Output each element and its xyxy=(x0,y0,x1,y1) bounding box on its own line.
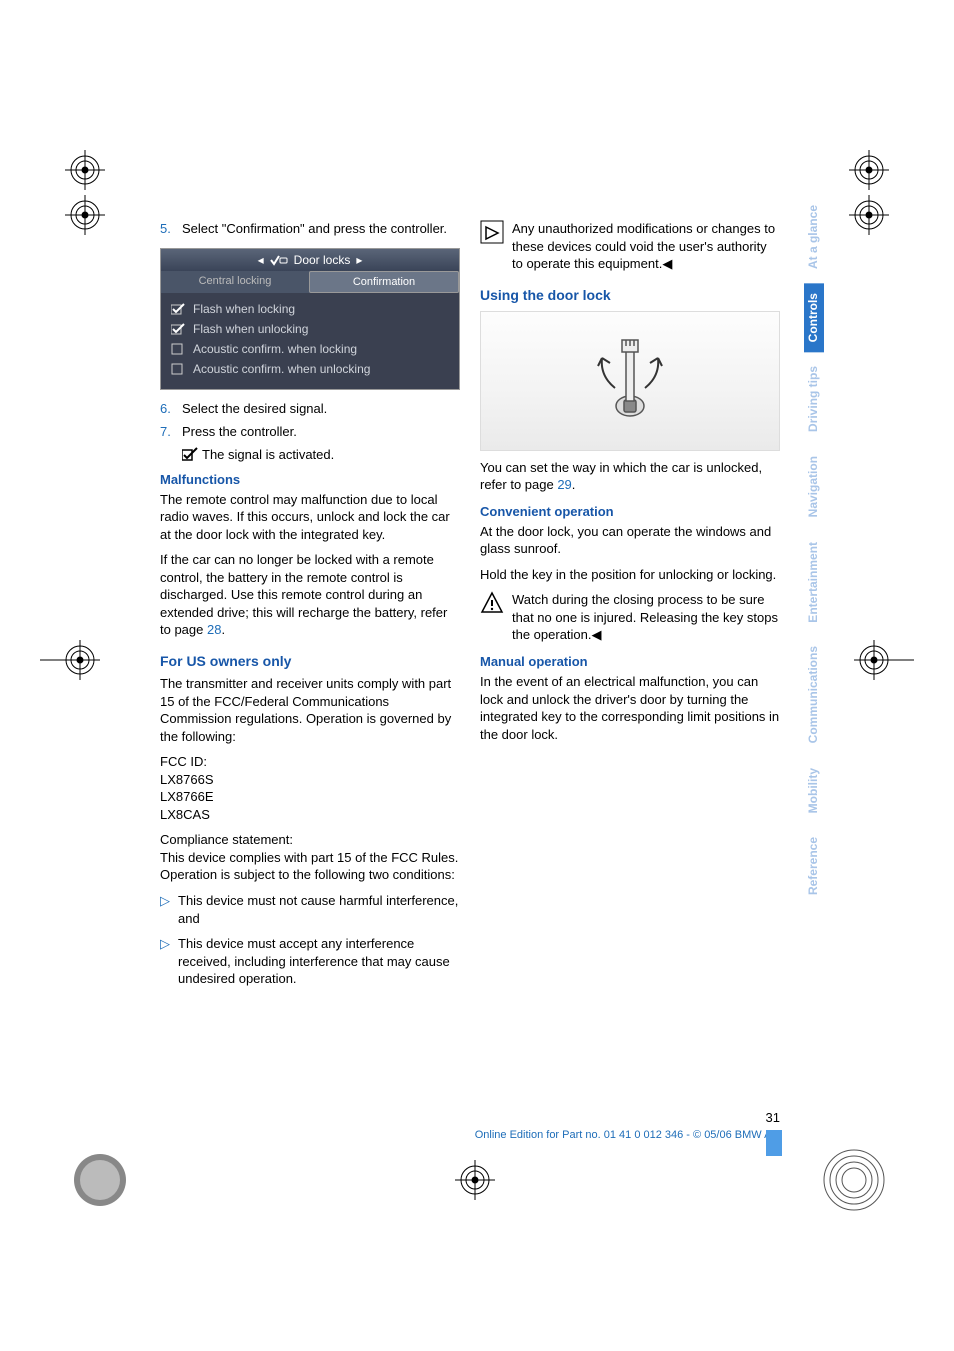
warning-triangle-icon xyxy=(480,591,504,615)
door-lock-heading: Using the door lock xyxy=(480,287,780,303)
option-acoustic-locking[interactable]: Acoustic confirm. when locking xyxy=(171,339,449,359)
option-flash-unlocking[interactable]: Flash when unlocking xyxy=(171,319,449,339)
checkbox-unchecked-icon xyxy=(171,343,185,355)
step-number: 6. xyxy=(160,400,182,418)
compliance-label: Compliance statement: xyxy=(160,832,293,847)
checkbox-checked-icon xyxy=(182,447,198,461)
checkbox-checked-icon xyxy=(171,323,185,335)
arrow-right-icon: ▸ xyxy=(356,253,362,267)
crop-mark-bl xyxy=(70,1150,130,1210)
section-tabs-rail: At a glance Controls Driving tips Naviga… xyxy=(804,195,824,909)
option-label: Flash when unlocking xyxy=(193,322,308,336)
option-label: Acoustic confirm. when locking xyxy=(193,342,357,356)
convenient-p1: At the door lock, you can operate the wi… xyxy=(480,523,780,558)
malfunctions-heading: Malfunctions xyxy=(160,472,460,487)
doorlock-p1: You can set the way in which the car is … xyxy=(480,459,780,494)
idrive-screenshot: ◂ Door locks ▸ Central locking Confirmat… xyxy=(160,248,460,390)
manual-heading: Manual operation xyxy=(480,654,780,669)
step-text: Press the controller. xyxy=(182,423,297,441)
step-number: 5. xyxy=(160,220,182,238)
notice-text: Any unauthorized modifications or change… xyxy=(512,220,780,273)
screenshot-titlebar: ◂ Door locks ▸ xyxy=(161,249,459,271)
rail-tab-communications[interactable]: Communications xyxy=(804,636,824,753)
car-check-icon xyxy=(270,254,288,266)
crop-mark-tl xyxy=(65,150,105,190)
page-edge-marker xyxy=(766,1130,782,1156)
screenshot-options-list: Flash when locking Flash when unlocking … xyxy=(161,293,459,389)
step-5: 5. Select "Confirmation" and press the c… xyxy=(160,220,460,238)
step-text: Select the desired signal. xyxy=(182,400,327,418)
option-flash-locking[interactable]: Flash when locking xyxy=(171,299,449,319)
fcc-id: LX8766E xyxy=(160,789,214,804)
triangle-bullet-icon: ▷ xyxy=(160,892,178,927)
compliance-text: This device complies with part 15 of the… xyxy=(160,850,458,883)
tab-central-locking[interactable]: Central locking xyxy=(161,271,309,293)
text-span: If the car can no longer be locked with … xyxy=(160,552,447,637)
condition-text: This device must not cause harmful inter… xyxy=(178,892,460,927)
step-text: Select "Confirmation" and press the cont… xyxy=(182,220,447,238)
rail-tab-at-a-glance[interactable]: At a glance xyxy=(804,195,824,279)
rail-tab-driving-tips[interactable]: Driving tips xyxy=(804,356,824,442)
option-acoustic-unlocking[interactable]: Acoustic confirm. when unlocking xyxy=(171,359,449,379)
rail-tab-mobility[interactable]: Mobility xyxy=(804,758,824,823)
page-number: 31 xyxy=(160,1110,780,1125)
step-6: 6. Select the desired signal. xyxy=(160,400,460,418)
compliance-block: Compliance statement: This device compli… xyxy=(160,831,460,884)
us-p1: The transmitter and receiver units compl… xyxy=(160,675,460,745)
arrow-left-icon: ◂ xyxy=(258,253,264,267)
manual-p1: In the event of an electrical malfunctio… xyxy=(480,673,780,743)
rail-tab-controls[interactable]: Controls xyxy=(804,283,824,352)
step-number: 7. xyxy=(160,423,182,441)
rail-tab-entertainment[interactable]: Entertainment xyxy=(804,532,824,633)
option-label: Acoustic confirm. when unlocking xyxy=(193,362,370,376)
page-link-29[interactable]: 29 xyxy=(557,477,571,492)
fcc-id: LX8766S xyxy=(160,772,214,787)
triangle-bullet-icon: ▷ xyxy=(160,935,178,988)
notice-unauthorized-mods: Any unauthorized modifications or change… xyxy=(480,220,780,273)
warning-closing-process: Watch during the closing process to be s… xyxy=(480,591,780,644)
door-lock-illustration xyxy=(480,311,780,451)
malfunctions-p2: If the car can no longer be locked with … xyxy=(160,551,460,639)
option-label: Flash when locking xyxy=(193,302,295,316)
edition-line: Online Edition for Part no. 01 41 0 012 … xyxy=(160,1129,780,1141)
crop-mark-br xyxy=(819,1145,889,1215)
page-link-28[interactable]: 28 xyxy=(207,622,221,637)
step-7: 7. Press the controller. xyxy=(160,423,460,441)
right-column: Any unauthorized modifications or change… xyxy=(480,220,780,996)
step-7-result: The signal is activated. xyxy=(202,447,334,462)
condition-1: ▷ This device must not cause harmful int… xyxy=(160,892,460,927)
crop-mark-tr2 xyxy=(65,195,105,235)
convenient-heading: Convenient operation xyxy=(480,504,780,519)
conditions-list: ▷ This device must not cause harmful int… xyxy=(160,892,460,988)
left-column: 5. Select "Confirmation" and press the c… xyxy=(160,220,460,996)
info-triangle-icon xyxy=(480,220,504,244)
warning-text: Watch during the closing process to be s… xyxy=(512,591,780,644)
page-footer: 31 Online Edition for Part no. 01 41 0 0… xyxy=(160,1110,780,1141)
us-owners-heading: For US owners only xyxy=(160,653,460,669)
fcc-id-block: FCC ID: LX8766S LX8766E LX8CAS xyxy=(160,753,460,823)
rail-tab-navigation[interactable]: Navigation xyxy=(804,446,824,527)
screenshot-title: Door locks xyxy=(294,253,351,267)
crop-mark-tr3 xyxy=(849,195,889,235)
text-span: . xyxy=(572,477,576,492)
crop-mark-mr xyxy=(854,640,914,680)
convenient-p2: Hold the key in the position for unlocki… xyxy=(480,566,780,584)
text-span: You can set the way in which the car is … xyxy=(480,460,762,493)
page-content: 5. Select "Confirmation" and press the c… xyxy=(160,220,780,996)
checkbox-checked-icon xyxy=(171,303,185,315)
step-7-result-line: The signal is activated. xyxy=(182,447,460,462)
malfunctions-p1: The remote control may malfunction due t… xyxy=(160,491,460,544)
condition-2: ▷ This device must accept any interferen… xyxy=(160,935,460,988)
crop-mark-tr xyxy=(849,150,889,190)
tab-confirmation[interactable]: Confirmation xyxy=(309,271,459,293)
condition-text: This device must accept any interference… xyxy=(178,935,460,988)
checkbox-unchecked-icon xyxy=(171,363,185,375)
crop-mark-ml xyxy=(40,640,100,680)
fcc-id: LX8CAS xyxy=(160,807,210,822)
text-span: . xyxy=(221,622,225,637)
rail-tab-reference[interactable]: Reference xyxy=(804,827,824,905)
crop-mark-bc xyxy=(455,1160,495,1200)
screenshot-tabs: Central locking Confirmation xyxy=(161,271,459,293)
fcc-label: FCC ID: xyxy=(160,754,207,769)
